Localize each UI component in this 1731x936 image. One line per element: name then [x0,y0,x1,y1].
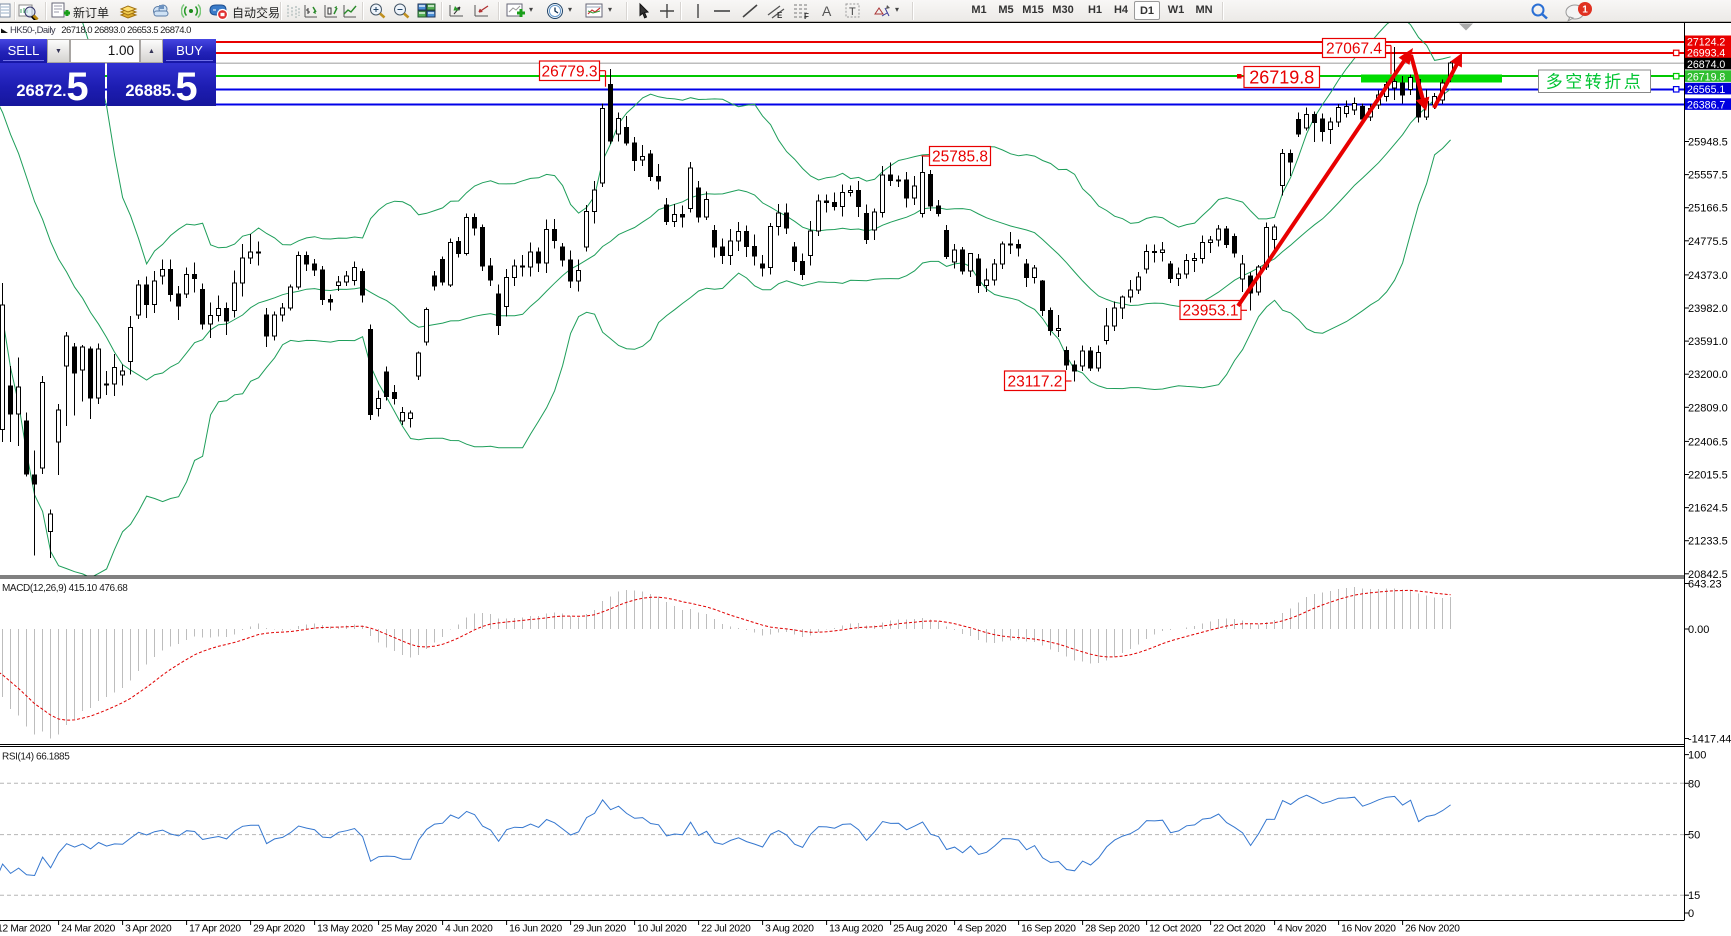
svg-text:23953.1: 23953.1 [1182,303,1238,320]
svg-text:E: E [777,11,783,20]
svg-text:0: 0 [1688,908,1694,920]
svg-text:17 Apr 2020: 17 Apr 2020 [189,924,241,935]
svg-text:29 Apr 2020: 29 Apr 2020 [253,924,305,935]
svg-text:25557.5: 25557.5 [1688,170,1728,182]
svg-text:26993.4: 26993.4 [1687,48,1725,60]
svg-text:10 Jul 2020: 10 Jul 2020 [637,924,687,935]
svg-text:23591.0: 23591.0 [1688,336,1728,348]
svg-text:22406.5: 22406.5 [1688,436,1728,448]
svg-text:25 Aug 2020: 25 Aug 2020 [893,924,948,935]
svg-text:T: T [849,6,856,18]
svg-text:-1417.44: -1417.44 [1688,734,1731,746]
svg-text:4 Sep 2020: 4 Sep 2020 [957,924,1007,935]
svg-text:21624.5: 21624.5 [1688,503,1728,515]
svg-text:A: A [822,3,832,19]
svg-text:27124.2: 27124.2 [1687,37,1725,49]
svg-text:24373.0: 24373.0 [1688,270,1728,282]
svg-text:15: 15 [1688,890,1700,902]
svg-text:20842.5: 20842.5 [1688,569,1728,581]
svg-text:24 Mar 2020: 24 Mar 2020 [61,924,116,935]
svg-text:100: 100 [1688,750,1706,762]
svg-text:多空转折点: 多空转折点 [1546,73,1644,92]
svg-text:12 Mar 2020: 12 Mar 2020 [0,924,52,935]
svg-text:3 Aug 2020: 3 Aug 2020 [765,924,814,935]
svg-text:13 Aug 2020: 13 Aug 2020 [829,924,884,935]
svg-text:23200.0: 23200.0 [1688,369,1728,381]
svg-text:22 Oct 2020: 22 Oct 2020 [1213,924,1266,935]
svg-text:50: 50 [1688,830,1700,842]
svg-text:23982.0: 23982.0 [1688,303,1728,315]
svg-text:MACD(12,26,9) 415.10 476.68: MACD(12,26,9) 415.10 476.68 [2,583,128,594]
svg-text:F: F [804,12,809,20]
svg-text:25166.5: 25166.5 [1688,203,1728,215]
svg-text:26779.3: 26779.3 [541,63,597,80]
svg-text:28 Sep 2020: 28 Sep 2020 [1085,924,1140,935]
svg-text:22015.5: 22015.5 [1688,470,1728,482]
svg-text:26386.7: 26386.7 [1687,99,1725,111]
svg-text:4 Jun 2020: 4 Jun 2020 [445,924,493,935]
svg-text:13 May 2020: 13 May 2020 [317,924,373,935]
svg-text:16 Nov 2020: 16 Nov 2020 [1341,924,1396,935]
svg-text:22809.0: 22809.0 [1688,402,1728,414]
svg-text:25 May 2020: 25 May 2020 [381,924,437,935]
svg-text:643.23: 643.23 [1688,579,1722,591]
svg-text:27067.4: 27067.4 [1326,41,1382,58]
svg-text:23117.2: 23117.2 [1008,373,1063,390]
svg-text:25785.8: 25785.8 [932,149,988,166]
svg-text:26565.1: 26565.1 [1687,84,1725,96]
svg-text:16 Sep 2020: 16 Sep 2020 [1021,924,1076,935]
svg-text:26 Nov 2020: 26 Nov 2020 [1405,924,1460,935]
svg-text:3 Apr 2020: 3 Apr 2020 [125,924,172,935]
svg-text:4 Nov 2020: 4 Nov 2020 [1277,924,1327,935]
svg-text:22 Jul 2020: 22 Jul 2020 [701,924,751,935]
svg-text:26874.0: 26874.0 [1687,59,1725,71]
svg-text:12 Oct 2020: 12 Oct 2020 [1149,924,1202,935]
svg-text:0.00: 0.00 [1688,624,1709,636]
svg-text:24775.5: 24775.5 [1688,236,1728,248]
svg-text:29 Jun 2020: 29 Jun 2020 [573,924,626,935]
svg-text:26719.8: 26719.8 [1249,68,1314,88]
svg-text:RSI(14) 66.1885: RSI(14) 66.1885 [2,752,70,763]
svg-text:25948.5: 25948.5 [1688,137,1728,149]
svg-text:80: 80 [1688,778,1700,790]
svg-text:16 Jun 2020: 16 Jun 2020 [509,924,562,935]
svg-text:26719.8: 26719.8 [1687,71,1725,83]
svg-text:21233.5: 21233.5 [1688,536,1728,548]
svg-text:1: 1 [1582,5,1588,16]
